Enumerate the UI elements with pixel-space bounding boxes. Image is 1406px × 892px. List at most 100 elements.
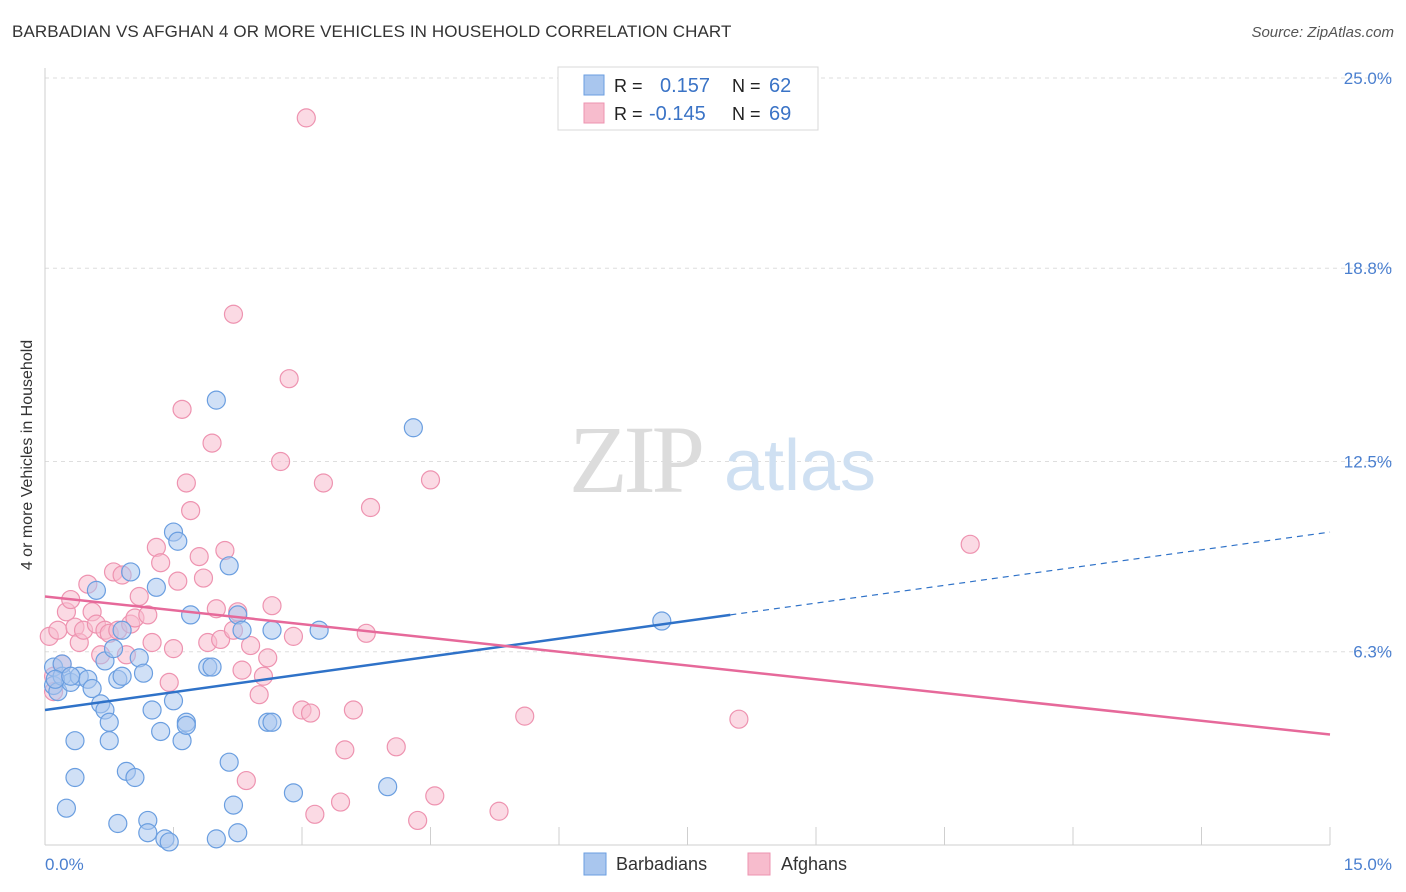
afghans-point: [305, 804, 325, 824]
stats-r-label-blue: R =: [614, 76, 643, 96]
barbadians-point: [56, 798, 77, 818]
afghans-point: [270, 451, 291, 472]
afghans-point: [176, 473, 196, 493]
afghans-point: [189, 547, 209, 567]
legend-label-barbadians: Barbadians: [616, 854, 707, 874]
barbadians-point: [103, 639, 124, 659]
afghans-point: [181, 500, 201, 521]
barbadians-point: [151, 721, 171, 742]
barbadians-point: [65, 731, 85, 751]
afghans-point: [241, 635, 261, 656]
x-tick-label: 15.0%: [1344, 855, 1392, 874]
barbadians-point: [99, 731, 119, 751]
watermark-atlas: atlas: [724, 426, 876, 506]
afghans-point: [960, 534, 980, 554]
afghans-point: [193, 568, 214, 588]
barbadians-point: [223, 795, 244, 815]
barbadians-point: [283, 783, 304, 803]
afghans-point: [163, 639, 184, 659]
trend-lines: [44, 531, 1331, 736]
barbadians-point: [206, 390, 226, 410]
afghans-point: [262, 596, 282, 616]
series-legend: Barbadians Afghans: [583, 852, 847, 876]
afghans-point: [48, 620, 68, 640]
barbadians-point: [176, 715, 196, 735]
afghans-point: [356, 623, 376, 643]
barbadians-point: [112, 666, 132, 686]
afghans-point: [202, 433, 222, 453]
y-tick-label: 12.5%: [1344, 453, 1392, 472]
afghans-point: [151, 553, 171, 573]
barbadians-point: [262, 620, 282, 640]
afghans-point: [138, 605, 158, 625]
barbadians-point: [262, 712, 282, 732]
stats-n-label-blue: N =: [732, 76, 761, 96]
afghans-point: [142, 632, 162, 653]
barbadians-points: [43, 390, 672, 852]
stats-n-value-blue: 62: [769, 75, 791, 97]
afghans-point: [236, 770, 256, 791]
barbadians-point: [219, 556, 239, 576]
barbadians-point: [133, 663, 154, 683]
afghans-point: [279, 369, 299, 389]
grid-lines: [45, 77, 1392, 653]
barbadians-point: [403, 418, 423, 438]
barbadians-point: [652, 611, 672, 631]
barbadians-trend-line: [44, 613, 731, 712]
barbadians-point: [82, 678, 102, 699]
barbadians-point: [163, 691, 184, 711]
afghans-point: [489, 801, 509, 821]
barbadians-point: [232, 620, 252, 640]
afghans-trend-line: [44, 595, 1331, 736]
afghans-point: [223, 304, 244, 324]
y-axis-label: 4 or more Vehicles in Household: [19, 340, 36, 570]
y-tick-label: 6.3%: [1353, 643, 1392, 662]
barbadians-point: [206, 829, 226, 849]
barbadians-point: [146, 577, 166, 597]
barbadians-point: [202, 657, 222, 677]
legend-swatch-afghans: [747, 852, 771, 876]
afghans-point: [129, 586, 149, 607]
afghans-point: [343, 700, 363, 720]
afghans-point: [360, 497, 381, 518]
barbadians-point: [159, 832, 179, 852]
afghans-point: [168, 571, 188, 591]
barbadians-point: [309, 620, 329, 640]
barbadians-point: [125, 767, 145, 788]
afghans-point: [515, 706, 535, 726]
stats-r-value-blue: 0.157: [660, 75, 710, 97]
y-tick-labels: 6.3% 12.5% 18.8% 25.0%: [1344, 69, 1392, 662]
stats-n-value-pink: 69: [769, 103, 791, 125]
afghans-point: [300, 703, 321, 723]
afghans-point: [386, 737, 406, 757]
afghans-point: [249, 685, 269, 705]
afghans-point: [425, 786, 445, 806]
barbadians-point: [378, 777, 398, 797]
afghans-point: [253, 666, 274, 686]
barbadians-point: [61, 666, 81, 686]
barbadians-point: [99, 712, 119, 732]
y-tick-label: 25.0%: [1344, 69, 1392, 88]
y-tick-label: 18.8%: [1344, 259, 1392, 278]
source-label: Source: ZipAtlas.com: [1251, 24, 1394, 41]
afghans-point: [729, 709, 749, 729]
afghans-point: [172, 399, 192, 419]
stats-n-label-pink: N =: [732, 104, 761, 124]
afghans-point: [296, 108, 316, 128]
afghans-point: [335, 740, 355, 760]
barbadians-point: [112, 620, 132, 640]
legend-swatch-barbadians: [583, 852, 607, 876]
afghans-point: [313, 473, 334, 493]
barbadians-point: [142, 700, 162, 720]
barbadians-trend-extension: [730, 531, 1331, 616]
barbadians-point: [219, 752, 239, 772]
afghans-point: [420, 470, 441, 490]
barbadians-point: [65, 767, 85, 788]
stats-r-value-pink: -0.145: [649, 103, 706, 125]
afghans-point: [258, 648, 278, 668]
afghans-point: [232, 660, 252, 680]
x-tick-label: 0.0%: [45, 855, 84, 874]
barbadians-point: [108, 813, 128, 834]
watermark: ZIP atlas: [569, 406, 876, 513]
